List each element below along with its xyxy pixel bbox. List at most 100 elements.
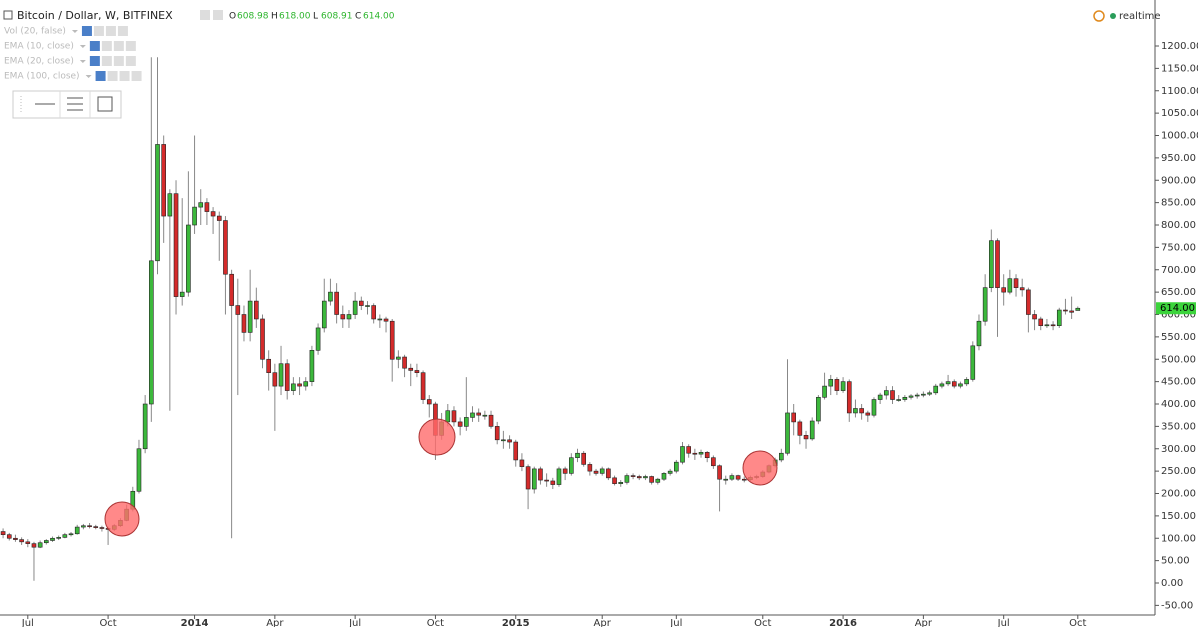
y-tick-label: -50.00 <box>1161 600 1193 611</box>
candle-body <box>179 291 185 297</box>
candle-body <box>544 479 549 482</box>
candle-body <box>451 410 457 423</box>
candle-body <box>482 414 488 417</box>
candle-body <box>575 452 580 459</box>
remove-icon[interactable] <box>125 56 136 66</box>
candle-body <box>1019 287 1025 291</box>
candle-body <box>890 390 895 400</box>
candle-body <box>865 412 871 416</box>
candle-body <box>414 370 420 373</box>
add-icon[interactable] <box>119 71 130 81</box>
settings-icon[interactable] <box>200 10 210 20</box>
candle-body <box>87 525 92 528</box>
settings-icon[interactable] <box>93 26 104 36</box>
remove-icon[interactable] <box>125 41 136 51</box>
candle-body <box>630 475 636 477</box>
candle-body <box>698 452 704 455</box>
y-tick-label: 950.00 <box>1161 153 1196 164</box>
candle-body <box>494 426 500 441</box>
candle-body <box>192 206 197 226</box>
candle-body <box>550 480 556 485</box>
remove-icon[interactable] <box>117 26 128 36</box>
ohlc-name: H <box>271 12 278 22</box>
y-tick-label: 550.00 <box>1161 332 1196 343</box>
candle-body <box>896 399 901 401</box>
candle-body <box>1063 309 1068 312</box>
x-tick-label: 2014 <box>181 618 209 627</box>
candle-body <box>303 381 309 387</box>
y-tick-label: 700.00 <box>1161 265 1196 276</box>
candle-body <box>624 475 630 483</box>
candle-body <box>346 314 352 320</box>
candle-body <box>655 478 661 483</box>
candle-body <box>877 394 883 400</box>
y-tick-label: 350.00 <box>1161 421 1196 432</box>
candle-body <box>587 464 593 472</box>
candle-body <box>680 446 685 463</box>
candle-body <box>142 403 148 450</box>
candle-body <box>995 240 1000 288</box>
candle-body <box>501 439 506 442</box>
visibility-icon[interactable] <box>89 41 100 51</box>
candle-body <box>1038 318 1044 326</box>
candle-body <box>556 468 562 485</box>
indicator-name: EMA (20, close) <box>4 57 74 67</box>
add-icon[interactable] <box>113 41 124 51</box>
drawing-toolbar[interactable] <box>12 90 122 119</box>
settings-icon[interactable] <box>213 10 223 20</box>
add-icon[interactable] <box>105 26 116 36</box>
candle-body <box>951 381 957 387</box>
candle-body <box>99 527 105 529</box>
candle-body <box>149 260 154 405</box>
y-tick-label: 1050.00 <box>1161 108 1198 119</box>
candle-body <box>507 439 512 443</box>
settings-icon[interactable] <box>101 56 112 66</box>
axes: -50.00 0.00 50.00 100.00 150.00 200.00 250.00 3… <box>21 41 1198 629</box>
candle-body <box>321 300 327 329</box>
candle-body <box>970 345 976 380</box>
y-tick-label: 100.00 <box>1161 533 1196 544</box>
y-tick-label: 50.00 <box>1161 556 1190 567</box>
tool-fib[interactable] <box>67 97 83 111</box>
last-price-tag <box>1156 302 1196 315</box>
ohlc-value: 608.98 <box>237 12 269 22</box>
y-tick-label: 0.00 <box>1161 578 1183 589</box>
candle-body <box>371 305 376 320</box>
candle-body <box>735 475 741 480</box>
candle-body <box>723 478 729 481</box>
candle-body <box>56 537 61 539</box>
x-tick-label: Oct <box>754 618 771 627</box>
candle-body <box>921 393 926 396</box>
visibility-icon[interactable] <box>81 26 92 36</box>
candle-body <box>247 300 253 333</box>
remove-icon[interactable] <box>131 71 142 81</box>
candle-body <box>519 459 525 467</box>
candle-body <box>284 363 290 391</box>
candle-body <box>914 394 920 397</box>
y-tick-label: 200.00 <box>1161 489 1196 500</box>
settings-icon[interactable] <box>101 41 112 51</box>
y-tick-label: 300.00 <box>1161 444 1196 455</box>
candle-body <box>964 379 969 385</box>
candle-body <box>840 381 846 391</box>
candle-body <box>871 399 877 416</box>
candle-body <box>173 193 179 297</box>
visibility-icon[interactable] <box>95 71 106 81</box>
candle-body <box>297 383 302 387</box>
candle-body <box>266 358 271 373</box>
visibility-icon[interactable] <box>89 56 100 66</box>
candle-body <box>161 144 166 217</box>
candle-body <box>692 452 698 455</box>
indicator-name: EMA (10, close) <box>4 42 74 52</box>
candle-body <box>661 473 667 480</box>
candle-body <box>68 533 74 536</box>
candle-body <box>816 396 821 422</box>
candle-body <box>945 381 951 385</box>
tool-rect[interactable] <box>97 96 113 112</box>
collapse-icon[interactable] <box>3 10 13 20</box>
add-icon[interactable] <box>113 56 124 66</box>
candle-body <box>717 465 722 480</box>
dropdown-arrow <box>79 60 86 63</box>
candle-body <box>476 412 481 416</box>
settings-icon[interactable] <box>107 71 118 81</box>
